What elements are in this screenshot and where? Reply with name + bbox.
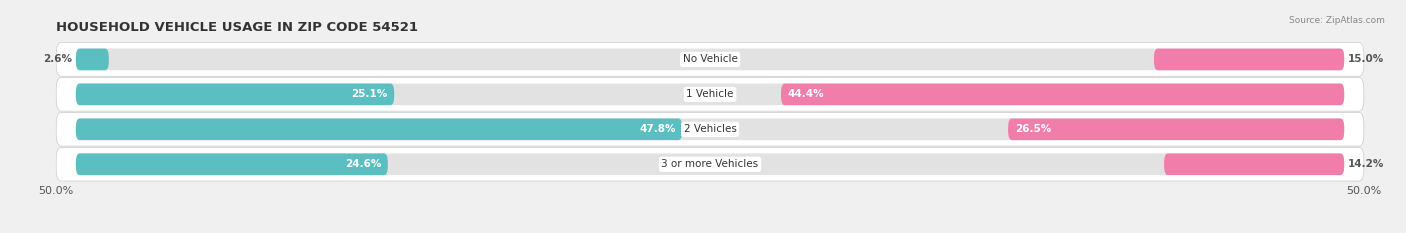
FancyBboxPatch shape <box>76 154 388 175</box>
Text: 47.8%: 47.8% <box>640 124 676 134</box>
FancyBboxPatch shape <box>782 84 1344 105</box>
Text: 2.6%: 2.6% <box>44 55 72 64</box>
FancyBboxPatch shape <box>56 147 1364 181</box>
FancyBboxPatch shape <box>76 49 1344 70</box>
Text: 3 or more Vehicles: 3 or more Vehicles <box>661 159 759 169</box>
Legend: Owner-occupied, Renter-occupied: Owner-occupied, Renter-occupied <box>596 231 824 233</box>
Text: Source: ZipAtlas.com: Source: ZipAtlas.com <box>1289 16 1385 25</box>
Text: 1 Vehicle: 1 Vehicle <box>686 89 734 99</box>
FancyBboxPatch shape <box>1008 118 1344 140</box>
Text: 25.1%: 25.1% <box>352 89 388 99</box>
FancyBboxPatch shape <box>76 118 1344 140</box>
FancyBboxPatch shape <box>76 84 394 105</box>
Text: 2 Vehicles: 2 Vehicles <box>683 124 737 134</box>
FancyBboxPatch shape <box>76 49 108 70</box>
FancyBboxPatch shape <box>1154 49 1344 70</box>
Text: 15.0%: 15.0% <box>1348 55 1385 64</box>
FancyBboxPatch shape <box>76 84 1344 105</box>
Text: No Vehicle: No Vehicle <box>682 55 738 64</box>
FancyBboxPatch shape <box>56 113 1364 146</box>
FancyBboxPatch shape <box>56 43 1364 76</box>
Text: 44.4%: 44.4% <box>787 89 824 99</box>
Text: HOUSEHOLD VEHICLE USAGE IN ZIP CODE 54521: HOUSEHOLD VEHICLE USAGE IN ZIP CODE 5452… <box>56 21 418 34</box>
FancyBboxPatch shape <box>76 118 682 140</box>
FancyBboxPatch shape <box>1164 154 1344 175</box>
FancyBboxPatch shape <box>76 154 1344 175</box>
Text: 14.2%: 14.2% <box>1348 159 1385 169</box>
Text: 26.5%: 26.5% <box>1015 124 1050 134</box>
FancyBboxPatch shape <box>56 78 1364 111</box>
Text: 24.6%: 24.6% <box>344 159 381 169</box>
